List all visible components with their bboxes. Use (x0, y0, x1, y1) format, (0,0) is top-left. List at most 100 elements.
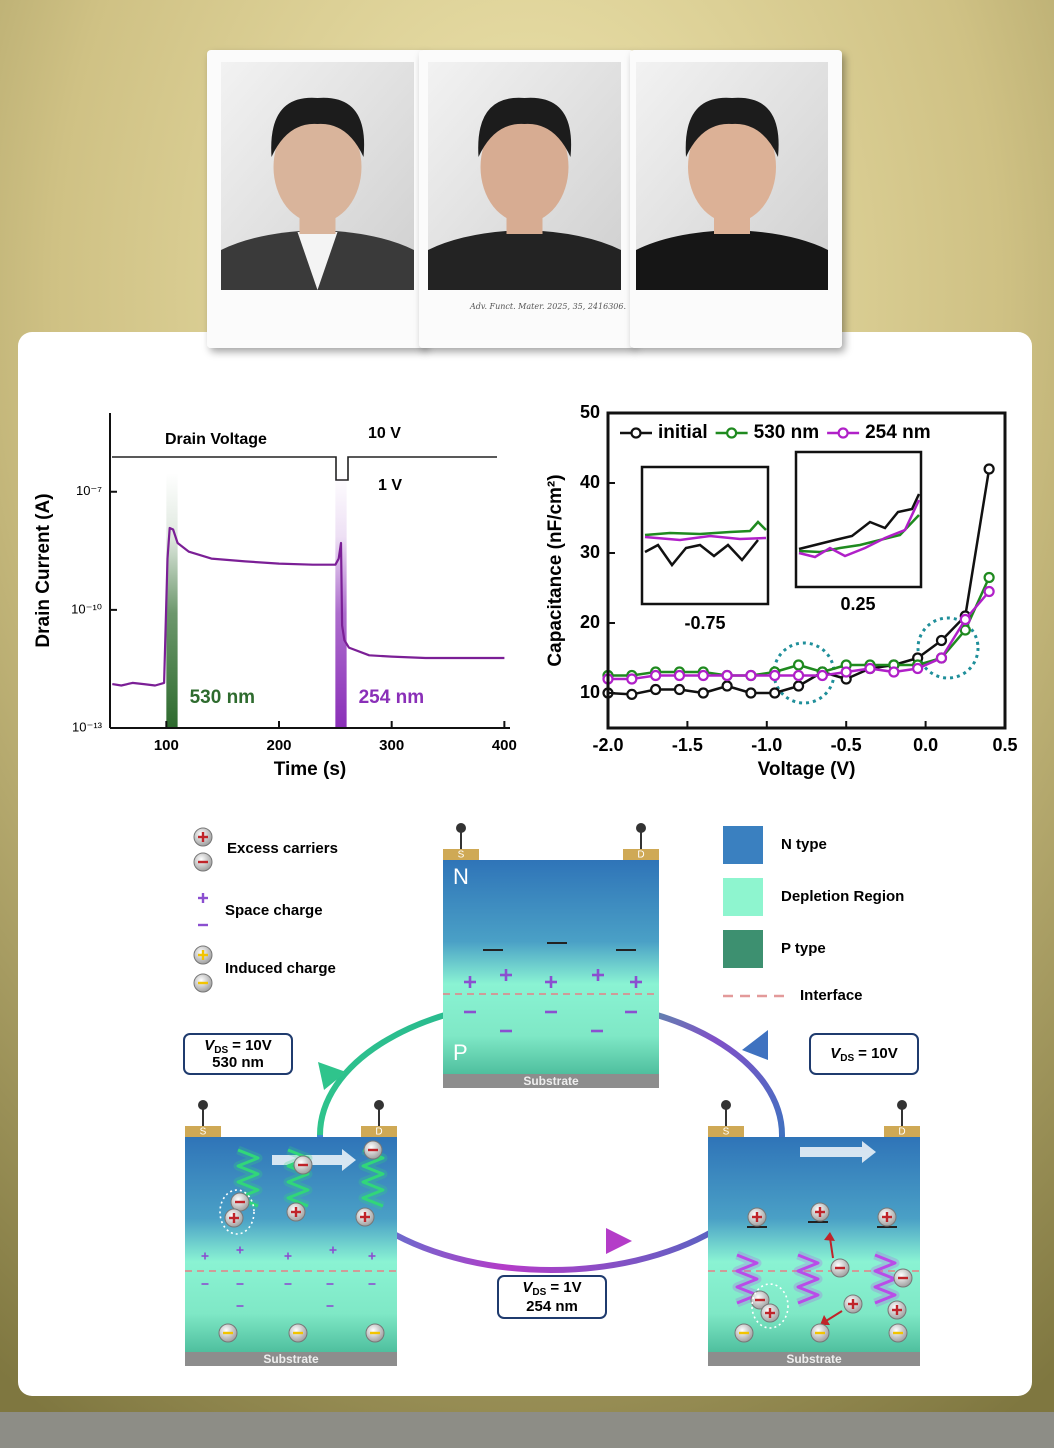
condition-subscript: DS (214, 1045, 228, 1056)
inset-label: 0.25 (840, 594, 875, 614)
probe-tip (721, 1100, 731, 1110)
data-point (626, 673, 638, 685)
condition-text: VDS = 10V (204, 1037, 272, 1056)
device-body (443, 860, 659, 1074)
face (480, 111, 569, 223)
probe-tip (456, 823, 466, 833)
x-tick-label: 0.5 (992, 735, 1017, 755)
substrate (708, 1352, 920, 1366)
legend-label: 254 nm (865, 422, 930, 443)
x-tick-label: 200 (266, 737, 291, 754)
x-tick-label: 400 (492, 737, 517, 754)
legend-swatch (723, 826, 763, 864)
annotation: 10 V (368, 425, 401, 442)
y-tick-label: 10 (580, 682, 600, 702)
motion-arrow (820, 1315, 830, 1325)
data-point (864, 662, 876, 675)
data-point (673, 669, 686, 682)
substrate (185, 1352, 397, 1366)
contact-pad (708, 1126, 744, 1137)
condition-symbol: V (522, 1279, 534, 1296)
flow-arrow (272, 1149, 356, 1171)
legend-marker (837, 427, 849, 439)
data-point (697, 669, 709, 682)
condition-symbol: V (204, 1037, 216, 1054)
condition-text: VDS = 10V (830, 1045, 898, 1064)
condition-value: = 10V (858, 1045, 898, 1062)
y-tick-label: 20 (580, 612, 600, 632)
condition-subscript: DS (532, 1287, 546, 1298)
legend-label: Interface (800, 987, 863, 1004)
contact-pad (623, 849, 659, 860)
citation: Adv. Funct. Mater. 2025, 35, 2416306. (469, 302, 626, 311)
data-point (745, 669, 757, 682)
face (273, 111, 362, 223)
data-line (112, 526, 505, 687)
motion-arrow (824, 1232, 835, 1241)
data-point (792, 669, 805, 682)
data-point (626, 688, 638, 701)
highlight-label: 530 nm (190, 687, 255, 708)
condition-wavelength: 530 nm (212, 1054, 264, 1071)
data-point (983, 463, 995, 475)
x-tick-label: 100 (154, 737, 179, 754)
condition-value: = 10V (232, 1037, 272, 1054)
charts: 530 nm 254 nm 100 200 300 400 10⁻¹³ 10⁻¹⁰ 10⁻⁷ Ti… (33, 402, 1018, 780)
contact-pad (443, 849, 479, 860)
data-point (959, 613, 971, 626)
substrate-label: Substrate (786, 1352, 842, 1366)
device-body (185, 1137, 397, 1352)
layer-label: N (453, 864, 469, 889)
light-wave (361, 1148, 385, 1208)
data-point (769, 687, 781, 699)
data-point (983, 585, 995, 598)
inset: 0.25 (794, 450, 923, 614)
condition-wavelength: 254 nm (526, 1298, 578, 1315)
condition-box (497, 1275, 607, 1319)
annotation: Drain Voltage (165, 431, 267, 448)
device-body (708, 1137, 920, 1352)
x-tick-label: -1.0 (751, 735, 782, 755)
highlight-ellipse (751, 1283, 789, 1329)
probe-tip (636, 823, 646, 833)
photos (207, 50, 842, 348)
x-tick-label: 300 (379, 737, 404, 754)
hair (271, 97, 365, 157)
legend-label: P type (781, 940, 826, 957)
shirt (297, 232, 338, 290)
condition-value: = 1V (550, 1279, 581, 1296)
motion-arrow (825, 1310, 843, 1322)
motion-arrow (829, 1237, 834, 1259)
contact-label: D (637, 850, 644, 861)
substrate-label: Substrate (263, 1352, 319, 1366)
contact-label: S (200, 1127, 207, 1138)
y-tick-label: 10⁻¹³ (72, 719, 103, 734)
legend-label: Depletion Region (781, 888, 904, 905)
contact-pad (361, 1126, 397, 1137)
contact-label: D (375, 1127, 382, 1138)
legend-label: Induced charge (225, 960, 336, 977)
light-wave (796, 1253, 820, 1305)
data-point (935, 634, 948, 647)
contact-label: D (898, 1127, 905, 1138)
legend-label: N type (781, 836, 827, 853)
hair (685, 97, 779, 157)
highlight-band (166, 473, 178, 728)
data-point (912, 662, 924, 675)
legend-swatch (723, 930, 763, 968)
legend-marker (726, 427, 738, 439)
data-point (721, 680, 733, 692)
y-axis-label: Capacitance (nF/cm²) (545, 474, 566, 666)
data-point (792, 680, 805, 692)
inset: -0.75 (640, 465, 770, 633)
data-point (983, 571, 995, 584)
x-tick-label: -2.0 (592, 735, 623, 755)
data-point (959, 624, 971, 636)
cycle-arrowhead (742, 1030, 768, 1060)
data-point (792, 659, 805, 671)
flow-arrow (800, 1141, 876, 1163)
y-tick-label: 30 (580, 542, 600, 562)
x-tick-label: 0.0 (913, 735, 938, 755)
